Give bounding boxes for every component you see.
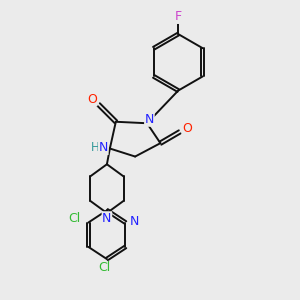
Text: H: H (91, 141, 100, 154)
Text: Cl: Cl (98, 262, 110, 275)
Text: N: N (145, 113, 154, 126)
Text: O: O (87, 93, 97, 106)
Text: Cl: Cl (68, 212, 80, 225)
Text: O: O (182, 122, 192, 135)
Text: N: N (102, 212, 112, 225)
Text: N: N (99, 141, 108, 154)
Text: F: F (175, 10, 182, 23)
Text: N: N (130, 214, 139, 227)
